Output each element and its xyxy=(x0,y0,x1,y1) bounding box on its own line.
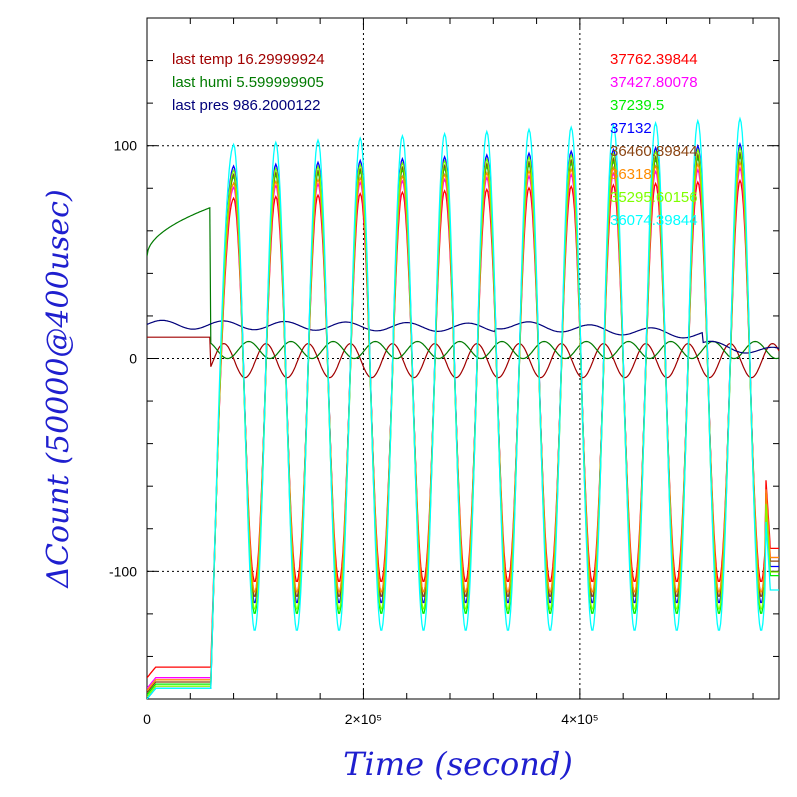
x-tick-label-1: 2×10⁵ xyxy=(345,711,382,727)
y-axis-title: ΔCount (50000@400usec) xyxy=(41,189,76,588)
legend-entry-7: 36074.39844 xyxy=(610,212,698,229)
x-tick-label-0: 0 xyxy=(143,711,151,727)
y-tick-label-0: 100 xyxy=(114,138,138,154)
x-tick-label-2: 4×10⁵ xyxy=(561,711,598,727)
legend-entry-5: 36318 xyxy=(610,166,652,183)
series-line-0 xyxy=(147,178,779,679)
legend-entry-3: 37132 xyxy=(610,120,652,137)
legend-entry-2: 37239.5 xyxy=(610,97,664,114)
axis-ticks xyxy=(146,17,779,700)
env-series-line-2 xyxy=(147,319,779,354)
env-label-0: last temp 16.29999924 xyxy=(172,51,325,68)
series-group xyxy=(147,116,779,699)
series-line-5 xyxy=(147,160,779,691)
env-series-line-0 xyxy=(147,336,779,379)
series-line-6 xyxy=(147,145,779,698)
legend-entry-4: 36460.89844 xyxy=(610,143,698,160)
env-series-line-1 xyxy=(147,206,779,360)
series-line-7 xyxy=(147,116,779,699)
legend-entry-0: 37762.39844 xyxy=(610,51,698,68)
env-label-2: last pres 986.2000122 xyxy=(172,97,320,114)
env-label-1: last humi 5.599999905 xyxy=(172,74,324,91)
legend-entry-1: 37427.80078 xyxy=(610,74,698,91)
x-axis-title: Time (second) xyxy=(343,745,573,783)
y-tick-label-1: 0 xyxy=(129,351,137,367)
y-tick-label-2: -100 xyxy=(109,563,137,579)
legend-entry-6: 35295.60156 xyxy=(610,189,698,206)
